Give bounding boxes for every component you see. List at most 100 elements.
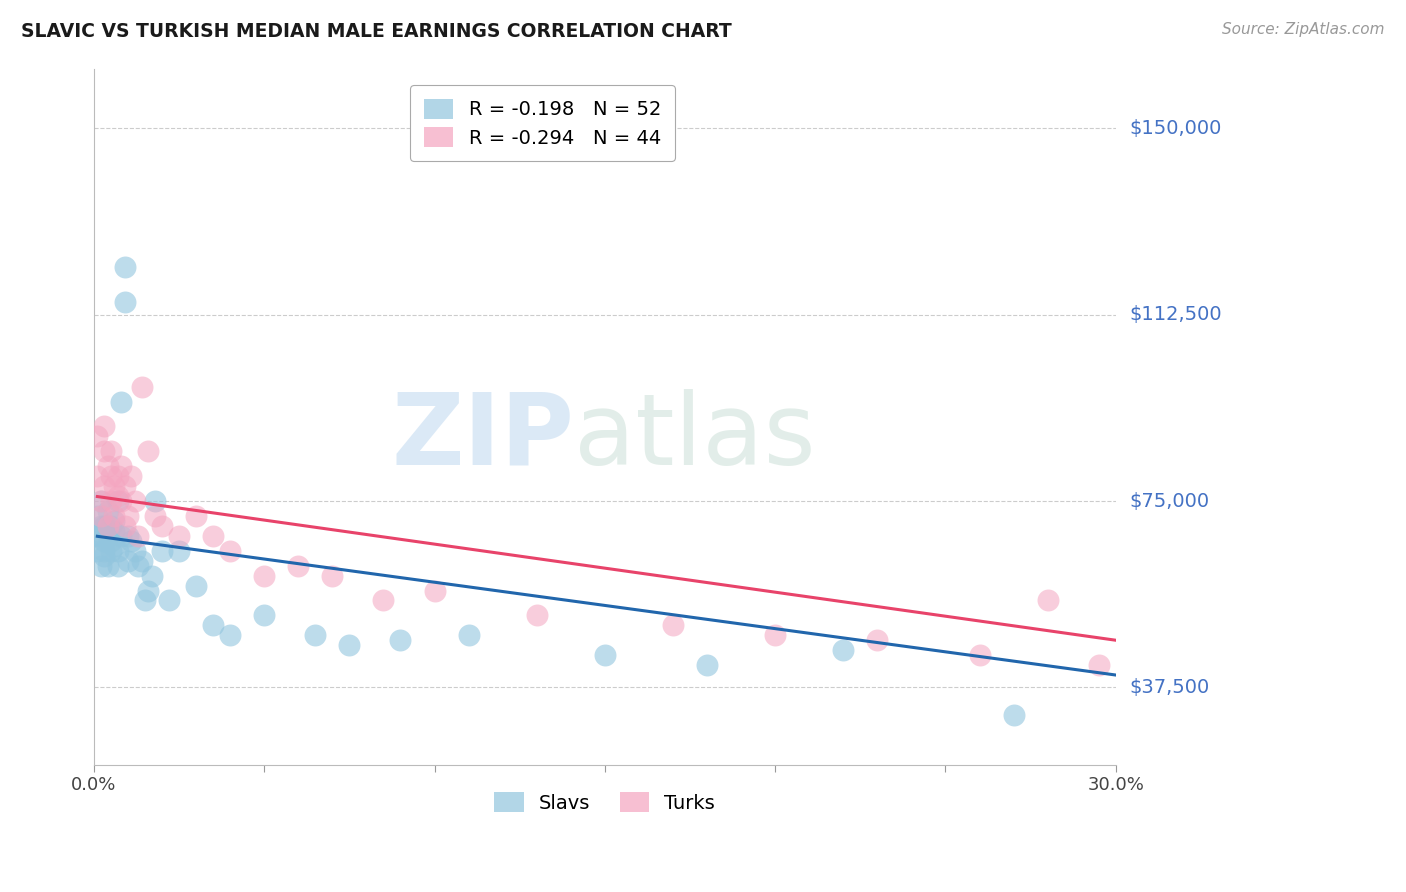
- Point: [93, 419, 115, 434]
- Point: [114, 519, 136, 533]
- Point: [167, 543, 190, 558]
- Text: SLAVIC VS TURKISH MEDIAN MALE EARNINGS CORRELATION CHART: SLAVIC VS TURKISH MEDIAN MALE EARNINGS C…: [21, 22, 733, 41]
- Point: [202, 618, 225, 632]
- Point: [103, 508, 125, 523]
- Point: [90, 508, 112, 523]
- Point: [90, 558, 112, 573]
- Point: [389, 633, 412, 648]
- Point: [93, 549, 115, 563]
- Text: $112,500: $112,500: [1129, 305, 1222, 324]
- Point: [120, 533, 142, 548]
- Point: [90, 519, 112, 533]
- Point: [184, 578, 207, 592]
- Point: [103, 539, 125, 553]
- Point: [253, 568, 276, 582]
- Point: [134, 593, 156, 607]
- Point: [96, 504, 118, 518]
- Point: [86, 543, 108, 558]
- Point: [117, 554, 139, 568]
- Text: $37,500: $37,500: [1129, 678, 1211, 697]
- Point: [90, 494, 112, 508]
- Point: [120, 469, 142, 483]
- Point: [93, 479, 115, 493]
- Point: [100, 444, 122, 458]
- Point: [866, 633, 889, 648]
- Point: [593, 648, 616, 662]
- Point: [107, 558, 129, 573]
- Point: [457, 628, 479, 642]
- Point: [202, 529, 225, 543]
- Point: [1002, 707, 1025, 722]
- Point: [157, 593, 180, 607]
- Text: Source: ZipAtlas.com: Source: ZipAtlas.com: [1222, 22, 1385, 37]
- Point: [131, 554, 153, 568]
- Point: [93, 519, 115, 533]
- Point: [86, 429, 108, 443]
- Point: [100, 543, 122, 558]
- Point: [763, 628, 786, 642]
- Point: [141, 568, 163, 582]
- Point: [138, 583, 160, 598]
- Point: [304, 628, 326, 642]
- Point: [526, 608, 548, 623]
- Point: [107, 543, 129, 558]
- Point: [287, 558, 309, 573]
- Point: [86, 469, 108, 483]
- Point: [1087, 658, 1109, 673]
- Point: [832, 643, 855, 657]
- Point: [96, 459, 118, 474]
- Point: [110, 459, 132, 474]
- Point: [107, 489, 129, 503]
- Point: [100, 533, 122, 548]
- Text: ZIP: ZIP: [391, 389, 574, 486]
- Point: [110, 529, 132, 543]
- Point: [86, 508, 108, 523]
- Point: [167, 529, 190, 543]
- Point: [93, 543, 115, 558]
- Point: [219, 543, 242, 558]
- Text: $75,000: $75,000: [1129, 491, 1209, 510]
- Point: [114, 295, 136, 310]
- Point: [100, 469, 122, 483]
- Point: [131, 380, 153, 394]
- Point: [110, 494, 132, 508]
- Point: [662, 618, 685, 632]
- Point: [138, 444, 160, 458]
- Point: [86, 529, 108, 543]
- Point: [107, 494, 129, 508]
- Text: atlas: atlas: [574, 389, 815, 486]
- Point: [253, 608, 276, 623]
- Point: [1036, 593, 1059, 607]
- Point: [696, 658, 718, 673]
- Point: [100, 494, 122, 508]
- Point: [969, 648, 991, 662]
- Point: [107, 469, 129, 483]
- Point: [117, 508, 139, 523]
- Legend: Slavs, Turks: Slavs, Turks: [482, 780, 727, 824]
- Point: [150, 543, 173, 558]
- Point: [337, 638, 360, 652]
- Point: [110, 394, 132, 409]
- Point: [96, 519, 118, 533]
- Point: [143, 508, 166, 523]
- Text: $150,000: $150,000: [1129, 119, 1222, 137]
- Point: [124, 543, 146, 558]
- Point: [373, 593, 395, 607]
- Point: [100, 519, 122, 533]
- Point: [103, 524, 125, 538]
- Point: [93, 444, 115, 458]
- Point: [103, 479, 125, 493]
- Point: [127, 529, 149, 543]
- Point: [321, 568, 343, 582]
- Point: [114, 260, 136, 275]
- Point: [114, 479, 136, 493]
- Point: [103, 514, 125, 528]
- Point: [93, 533, 115, 548]
- Point: [219, 628, 242, 642]
- Point: [423, 583, 446, 598]
- Point: [143, 494, 166, 508]
- Point: [117, 529, 139, 543]
- Point: [127, 558, 149, 573]
- Point: [90, 494, 112, 508]
- Point: [90, 529, 112, 543]
